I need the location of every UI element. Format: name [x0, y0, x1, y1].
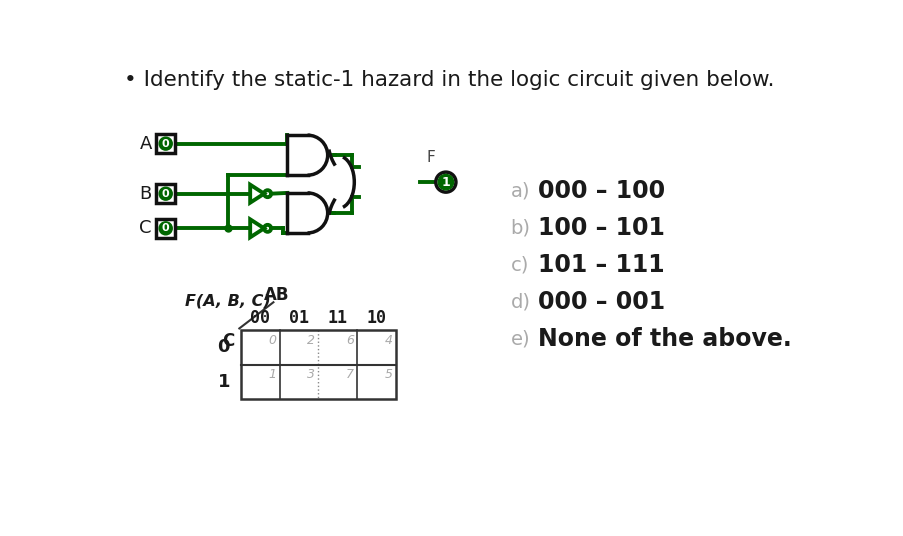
Text: 0: 0 [218, 338, 230, 356]
Bar [156, 219, 175, 237]
Text: 0: 0 [162, 139, 170, 148]
Text: 100 – 101: 100 – 101 [537, 217, 664, 240]
Text: C: C [222, 331, 235, 349]
Text: 00: 00 [250, 309, 270, 326]
Text: 5: 5 [385, 368, 392, 382]
Text: C: C [139, 219, 152, 237]
Circle shape [159, 222, 172, 234]
Text: AB: AB [264, 286, 289, 304]
Text: 01: 01 [289, 309, 309, 326]
Circle shape [159, 137, 172, 150]
Text: c): c) [510, 256, 528, 275]
Text: b): b) [510, 219, 530, 238]
Text: None of the above.: None of the above. [537, 327, 790, 351]
Text: 6: 6 [346, 334, 354, 347]
Text: F: F [426, 150, 435, 165]
Circle shape [438, 174, 453, 190]
Text: 1: 1 [441, 176, 450, 189]
Text: 11: 11 [328, 309, 348, 326]
Text: d): d) [510, 293, 530, 312]
Text: e): e) [510, 330, 530, 349]
Bar [156, 184, 175, 203]
Text: B: B [139, 185, 152, 203]
Text: 0: 0 [162, 189, 170, 199]
Text: A: A [139, 135, 152, 153]
Text: 000 – 100: 000 – 100 [537, 180, 664, 203]
Text: F(A, B, C): F(A, B, C) [185, 293, 271, 308]
Text: 0: 0 [268, 334, 276, 347]
Bar [156, 135, 175, 153]
Text: 0: 0 [162, 224, 170, 233]
Text: 4: 4 [385, 334, 392, 347]
Text: 7: 7 [346, 368, 354, 382]
Bar [240, 330, 396, 399]
Text: 1: 1 [268, 368, 276, 382]
Text: a): a) [510, 182, 529, 201]
Text: 1: 1 [218, 373, 230, 391]
Text: 000 – 001: 000 – 001 [537, 291, 664, 314]
Circle shape [159, 188, 172, 200]
Text: 10: 10 [366, 309, 386, 326]
Text: • Identify the static-1 hazard in the logic circuit given below.: • Identify the static-1 hazard in the lo… [124, 70, 774, 91]
Text: 3: 3 [307, 368, 315, 382]
Circle shape [435, 172, 455, 192]
Text: 101 – 111: 101 – 111 [537, 254, 664, 277]
Text: 2: 2 [307, 334, 315, 347]
